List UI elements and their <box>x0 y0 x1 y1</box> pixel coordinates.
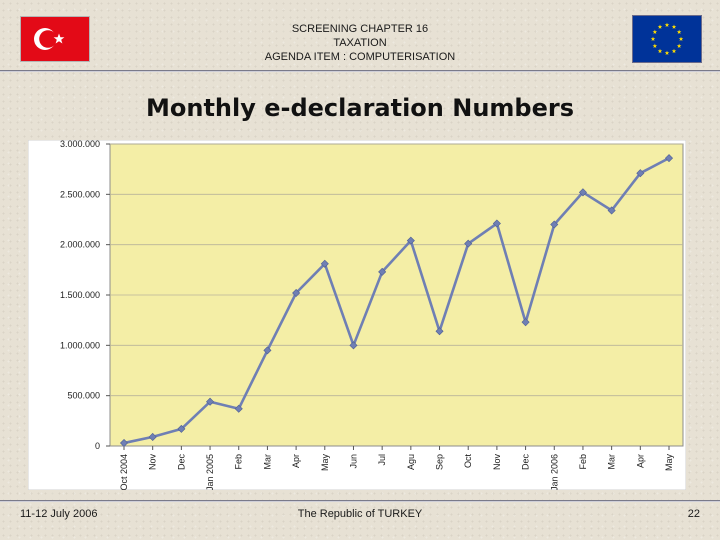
eu-star-icon <box>650 36 656 41</box>
x-tick-label: Dec <box>521 454 531 471</box>
y-tick-label: 0 <box>95 441 100 451</box>
footer-date: 11-12 July 2006 <box>20 508 98 520</box>
x-tick-label: Jan 2005 <box>205 454 215 490</box>
eu-stars-icon <box>650 22 684 55</box>
data-point <box>292 288 301 298</box>
eu-star-icon <box>652 43 658 48</box>
data-point <box>378 267 387 276</box>
x-tick-label: Sep <box>435 454 445 470</box>
data-point <box>206 397 215 406</box>
x-tick-label: May <box>320 454 330 472</box>
x-tick-label: Dec <box>176 454 186 471</box>
data-point <box>664 154 674 163</box>
x-tick-label: Nov <box>148 454 158 471</box>
eu-star-icon <box>652 29 658 34</box>
eu-star-icon <box>671 24 677 29</box>
data-point <box>607 206 616 215</box>
x-tick-label: Apr <box>291 454 301 468</box>
data-point <box>550 220 559 229</box>
x-tick-label: Mar <box>607 454 617 470</box>
header-agenda: AGENDA ITEM : COMPUTERISATION <box>264 51 456 63</box>
y-tick-label: 1.500.000 <box>60 290 100 300</box>
x-tick-label: Oct 2004 <box>119 454 129 490</box>
x-tick-label: Mar <box>262 454 272 470</box>
footer-org: The Republic of TURKEY <box>297 508 423 520</box>
x-tick-label: Oct <box>463 454 473 469</box>
data-point <box>492 219 501 228</box>
data-point <box>177 424 186 433</box>
series-line <box>123 156 670 445</box>
y-tick-label: 2.000.000 <box>60 240 100 250</box>
footer-divider <box>0 500 720 502</box>
x-tick-label: Jan 2006 <box>549 454 559 490</box>
data-point <box>349 341 358 350</box>
data-point <box>148 432 157 441</box>
eu-star-icon <box>657 48 663 54</box>
eu-star-icon <box>676 29 682 34</box>
chart: 0 500.000 1.000.000 1.500.000 2.000.000 2.500… <box>27 139 687 491</box>
y-tick-label: 1.000.000 <box>60 340 100 350</box>
data-point <box>435 327 444 336</box>
data-point <box>406 236 415 245</box>
x-tick-label: Apr <box>635 454 645 468</box>
x-tick-label: Jul <box>377 454 387 466</box>
header-subject: TAXATION <box>333 37 387 49</box>
eu-star-icon <box>678 36 684 41</box>
header: SCREENING CHAPTER 16 TAXATION AGENDA ITE… <box>200 22 520 64</box>
page-number: 22 <box>687 508 700 520</box>
data-point <box>119 438 129 448</box>
x-tick-label: May <box>664 454 674 472</box>
data-point <box>521 318 530 327</box>
eu-star-icon <box>664 50 670 55</box>
data-point <box>578 188 587 197</box>
eu-star-icon <box>664 22 670 27</box>
y-tick-label: 500.000 <box>67 391 100 401</box>
eu-star-icon <box>657 24 663 29</box>
data-point <box>263 346 272 355</box>
x-tick-label: Feb <box>234 454 244 470</box>
page-title: Monthly e-declaration Numbers <box>145 94 574 122</box>
data-point <box>234 404 243 413</box>
eu-star-icon <box>676 43 682 48</box>
data-point <box>636 169 645 178</box>
turkey-flag-icon <box>20 16 90 62</box>
header-chapter: SCREENING CHAPTER 16 <box>291 23 429 35</box>
y-tick-label: 3.000.000 <box>60 140 100 149</box>
header-divider <box>0 70 720 72</box>
eu-flag-icon <box>632 15 702 63</box>
data-point <box>464 239 473 248</box>
x-tick-label: Feb <box>578 454 588 470</box>
x-tick-label: Nov <box>492 454 502 471</box>
y-tick-label: 2.500.000 <box>60 189 100 199</box>
crescent-star-icon <box>34 28 65 50</box>
eu-star-icon <box>671 48 677 54</box>
line-chart: 0 500.000 1.000.000 1.500.000 2.000.000 2.500… <box>27 139 687 491</box>
x-tick-label: Agu <box>406 454 416 470</box>
data-point <box>320 259 329 268</box>
x-tick-label: Jun <box>348 454 358 469</box>
